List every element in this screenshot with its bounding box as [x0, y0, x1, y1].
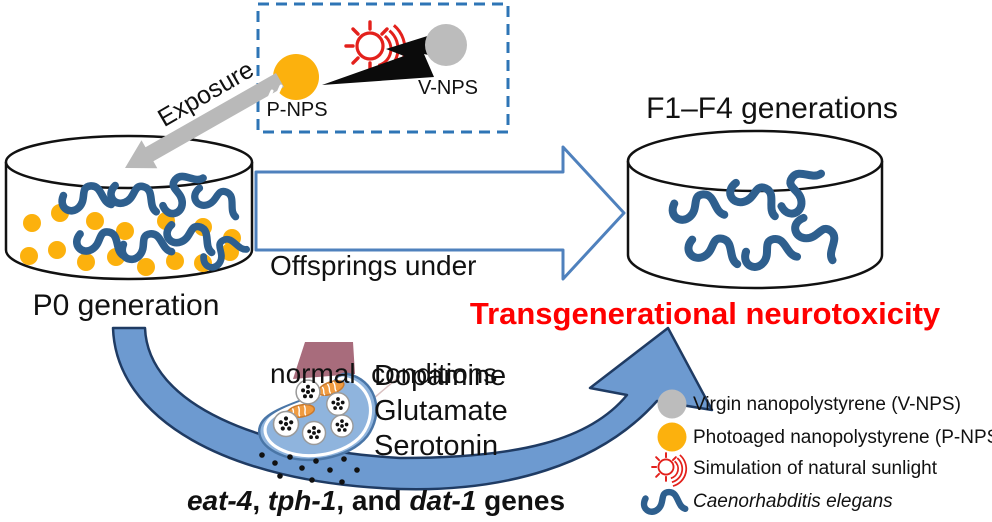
p0-dish	[4, 134, 254, 281]
nps-dot	[77, 253, 95, 271]
f1-f4-dish	[626, 129, 884, 290]
offspring-arrow-text-line1: Offsprings under	[270, 250, 477, 281]
offspring-arrow-text-line2: normal conditions	[270, 358, 498, 389]
nps-dot	[137, 258, 155, 276]
nps-dot	[166, 252, 184, 270]
offspring-arrow-text: Offsprings under normal conditions	[270, 176, 497, 464]
lightning-icon	[322, 33, 452, 85]
gene-eat4: eat-4	[186, 485, 253, 516]
synapse-callout-line	[373, 375, 401, 399]
v-nps-particle-icon	[425, 24, 467, 66]
legend-v-nps-icon	[657, 389, 687, 419]
legend-label-p-nps: Photoaged nanopolystyrene (P-NPS)	[693, 427, 992, 448]
legend-worm-icon	[643, 490, 685, 513]
neurotransmitter-serotonin: Serotonin	[374, 430, 499, 462]
nps-dot	[23, 214, 41, 232]
gene-caption: eat-4, tph-1, and dat-1 genes	[150, 485, 602, 517]
neurotransmitter-dopamine: Dopamine	[374, 360, 507, 392]
legend-sunlight-icon	[651, 452, 688, 488]
legend-label-sunlight: Simulation of natural sunlight	[693, 458, 937, 479]
synapse-illustration	[258, 342, 401, 485]
gene-tph1: tph-1	[267, 485, 337, 516]
p-nps-particle-icon	[273, 54, 319, 100]
f1-f4-dish-label: F1–F4 generations	[646, 92, 898, 125]
p0-dish-label: P0 generation	[32, 289, 220, 322]
axon-shape	[293, 342, 355, 379]
nps-dot	[20, 247, 38, 265]
legend-p-nps-icon	[657, 422, 687, 452]
gene-sep1: ,	[252, 485, 268, 516]
gene-sep2: , and	[336, 485, 410, 516]
nps-dot	[116, 222, 134, 240]
neurotransmitter-dots	[259, 452, 360, 485]
exposure-arrow-hatch	[261, 84, 283, 113]
outcome-title: Transgenerational neurotoxicity	[469, 296, 941, 331]
nps-dot	[221, 243, 239, 261]
neurotransmitter-labels: Dopamine Glutamate Serotonin	[374, 359, 508, 464]
gene-suffix: genes	[476, 485, 566, 516]
legend-label-c-elegans: Caenorhabditis elegans	[693, 491, 893, 512]
neurotransmitter-glutamate: Glutamate	[374, 395, 508, 427]
p-nps-label: P-NPS	[266, 99, 328, 121]
nps-dot	[48, 241, 66, 259]
gene-dat1: dat-1	[409, 485, 477, 516]
nps-dot	[86, 212, 104, 230]
offspring-flow-arrow	[254, 145, 626, 281]
legend-icons	[643, 389, 688, 514]
exposure-arrow	[125, 73, 284, 169]
v-nps-label: V-NPS	[417, 77, 479, 99]
legend-label-v-nps: Virgin nanopolystyrene (V-NPS)	[693, 394, 961, 415]
